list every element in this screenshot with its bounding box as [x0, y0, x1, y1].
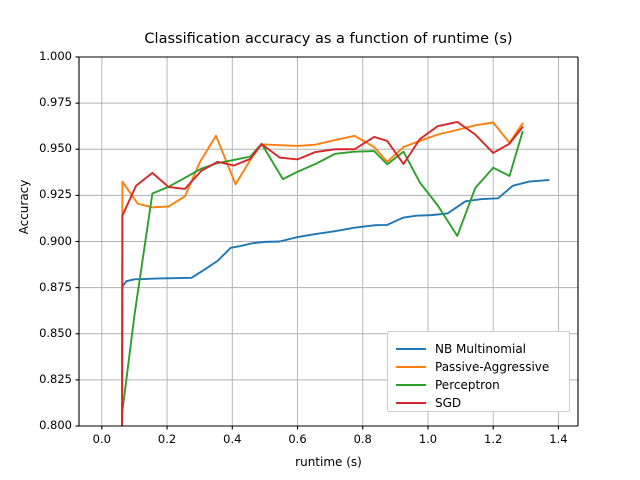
y-tick-label: 0.875 — [39, 279, 72, 294]
y-tick-label: 0.950 — [39, 141, 72, 156]
legend-swatch-icon — [396, 383, 426, 386]
legend-item-passive-aggressive[interactable]: Passive-Aggressive — [396, 357, 549, 376]
series-line-passive-aggressive — [121, 121, 524, 426]
x-tick-label: 0.2 — [157, 432, 177, 446]
chart-title: Classification accuracy as a function of… — [144, 31, 513, 47]
legend-swatch-icon — [396, 365, 426, 368]
legend-item-nb-multinomial[interactable]: NB Multinomial — [396, 339, 526, 358]
legend-label: Passive-Aggressive — [435, 359, 550, 374]
x-tick-label: 0.4 — [223, 432, 242, 446]
y-tick-label: 0.800 — [39, 418, 72, 432]
x-tick-label: 1.2 — [484, 432, 503, 446]
x-tick-label: 0.0 — [92, 432, 111, 446]
y-tick-label: 0.975 — [39, 95, 72, 110]
legend-swatch-icon — [396, 401, 426, 404]
series-line-perceptron — [121, 130, 524, 426]
legend-label: NB Multinomial — [435, 341, 527, 356]
series-line-sgd — [121, 120, 524, 426]
x-axis-label: runtime (s) — [295, 455, 362, 469]
chart-legend: NB Multinomial Passive-Aggressive Perceptr… — [387, 331, 570, 412]
y-tick-label: 1.000 — [39, 49, 72, 63]
legend-item-perceptron[interactable]: Perceptron — [396, 375, 500, 394]
x-tick-label: 1.4 — [549, 432, 568, 446]
legend-item-sgd[interactable]: SGD — [396, 393, 461, 412]
legend-swatch-icon — [396, 347, 426, 350]
y-tick-label: 0.925 — [39, 187, 72, 202]
legend-label: SGD — [435, 395, 462, 410]
legend-label: Perceptron — [435, 377, 500, 392]
x-tick-label: 0.8 — [353, 432, 372, 446]
x-tick-label: 0.6 — [288, 432, 307, 446]
x-tick-label: 1.0 — [418, 432, 438, 446]
series-line-nb-multinomial — [121, 179, 550, 426]
y-tick-label: 0.825 — [39, 371, 72, 386]
y-tick-label: 0.900 — [39, 233, 72, 248]
y-tick-label: 0.850 — [39, 325, 72, 340]
